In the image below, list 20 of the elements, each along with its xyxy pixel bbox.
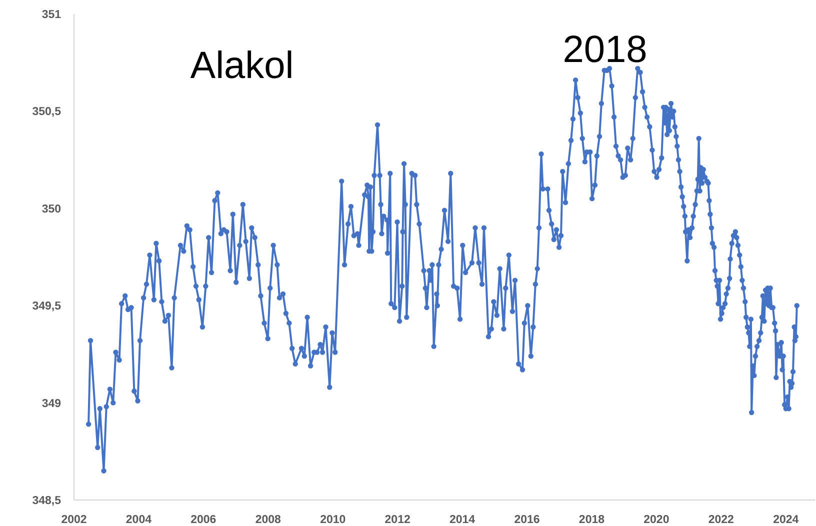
y-tick-label: 348,5	[32, 495, 62, 508]
x-tick-label: 2024	[773, 514, 800, 526]
x-tick-label: 2010	[320, 514, 346, 526]
x-tick-label: 2002	[61, 514, 87, 526]
x-tick-label: 2020	[644, 514, 670, 526]
y-tick-label: 349,5	[32, 300, 62, 313]
x-tick-label: 2006	[190, 514, 216, 526]
x-tick-label: 2022	[708, 514, 734, 526]
x-tick-label: 2014	[450, 514, 476, 526]
y-tick-label: 350	[42, 203, 61, 216]
x-tick-label: 2004	[126, 514, 152, 526]
annotation: 2018	[562, 29, 648, 71]
x-tick-label: 2012	[384, 514, 410, 526]
y-tick-label: 350,5	[32, 106, 62, 118]
x-tick-label: 2018	[578, 514, 606, 526]
y-tick-label: 351	[42, 9, 62, 22]
y-tick-label: 349	[42, 398, 61, 410]
x-tick-label: 2008	[255, 514, 282, 526]
x-tick-label: 2016	[514, 514, 540, 526]
text: Alakol	[190, 45, 294, 87]
